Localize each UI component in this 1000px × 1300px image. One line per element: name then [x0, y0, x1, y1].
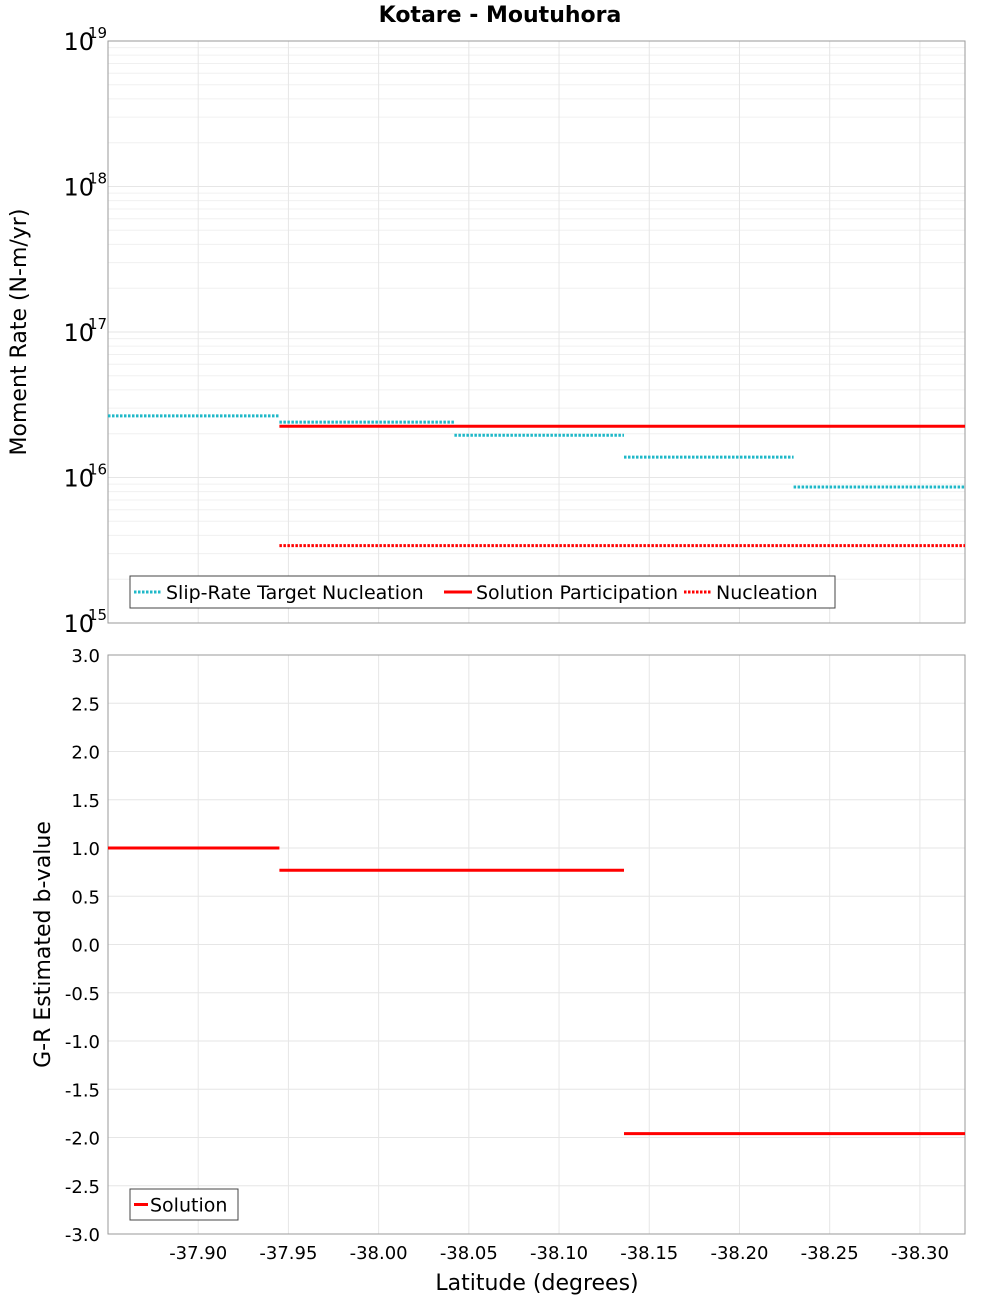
y-tick-label: 10 — [63, 319, 94, 347]
legend-box — [129, 575, 836, 609]
y-tick-label: 10 — [63, 174, 94, 202]
y-tick-exponent: 19 — [88, 24, 107, 42]
x-tick-label: -38.25 — [801, 1243, 859, 1264]
legend-entry: Solution Participation — [476, 582, 678, 604]
legend-entry: Nucleation — [716, 582, 818, 604]
x-tick-label: -38.00 — [350, 1243, 408, 1264]
y-tick-exponent: 17 — [88, 315, 107, 333]
legend: Slip-Rate Target Nucleation Solution Part… — [129, 575, 836, 609]
y-tick-label: -1.0 — [65, 1032, 100, 1053]
x-tick-label: -38.20 — [710, 1243, 768, 1264]
y-tick-label: 0.5 — [71, 887, 100, 908]
y-tick-label: 10 — [63, 610, 94, 638]
y-tick-exponent: 18 — [88, 170, 107, 188]
legend-entry: Slip-Rate Target Nucleation — [166, 582, 424, 604]
legend-entry: Solution — [150, 1195, 227, 1217]
y-tick-label: 1.0 — [71, 839, 100, 860]
y-tick-exponent: 16 — [88, 461, 107, 479]
y-tick-label: -0.5 — [65, 984, 100, 1005]
y-tick-label: 10 — [63, 465, 94, 493]
x-tick-label: -38.15 — [620, 1243, 678, 1264]
x-tick-label: -37.95 — [259, 1243, 317, 1264]
y-tick-label: 1.5 — [71, 791, 100, 812]
y-tick-label: 3.0 — [71, 646, 100, 667]
chart-title: Kotare - Moutuhora — [379, 3, 622, 28]
x-tick-label: -38.10 — [530, 1243, 588, 1264]
y-tick-exponent: 15 — [88, 606, 107, 624]
y-tick-label: 2.5 — [71, 694, 100, 715]
legend: Solution — [129, 1188, 239, 1221]
plot-frame — [107, 40, 966, 624]
x-tick-label: -38.30 — [891, 1243, 949, 1264]
x-axis-label: Latitude (degrees) — [435, 1271, 638, 1296]
y-tick-label: 2.0 — [71, 743, 100, 764]
plot-frame — [107, 654, 966, 1235]
x-tick-label: -37.90 — [169, 1243, 227, 1264]
y-tick-label: 10 — [63, 28, 94, 56]
y-tick-label: -1.5 — [65, 1080, 100, 1101]
y-tick-label: -2.0 — [65, 1129, 100, 1150]
y-axis-label: G-R Estimated b-value — [31, 821, 56, 1068]
y-tick-label: -2.5 — [65, 1177, 100, 1198]
y-tick-label: 0.0 — [71, 936, 100, 957]
x-tick-label: -38.05 — [440, 1243, 498, 1264]
y-tick-label: -3.0 — [65, 1225, 100, 1246]
b-value-panel: -3.0 -2.5 -2.0 -1.5 -1.0 -0.5 0.0 0.5 1.0 1.5 2.0 2… — [31, 646, 966, 1264]
y-axis-label: Moment Rate (N-m/yr) — [7, 209, 32, 456]
